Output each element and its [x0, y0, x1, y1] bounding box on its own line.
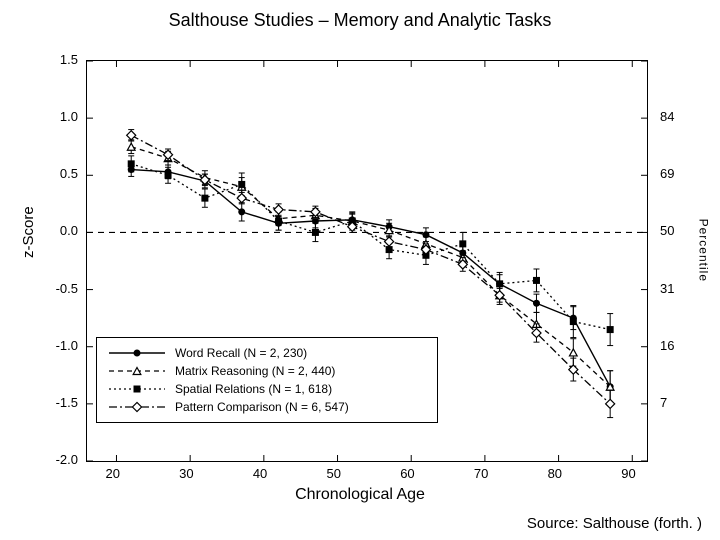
right-tick-label: 16 [660, 338, 674, 353]
y-tick-label: 0.0 [60, 223, 78, 238]
legend-marker-icon [107, 346, 167, 360]
x-tick-label: 70 [474, 466, 488, 481]
right-axis-label: Percentile [696, 219, 710, 282]
legend-label: Matrix Reasoning (N = 2, 440) [175, 364, 335, 378]
x-tick-label: 60 [400, 466, 414, 481]
legend-row-spatial_relations: Spatial Relations (N = 1, 618) [107, 380, 427, 398]
x-tick-label: 90 [621, 466, 635, 481]
right-tick-label: 31 [660, 281, 674, 296]
x-tick-label: 80 [548, 466, 562, 481]
chart-container: { "title": "Salthouse Studies – Memory a… [0, 0, 720, 540]
right-tick-label: 84 [660, 109, 674, 124]
y-tick-label: -1.0 [56, 338, 78, 353]
legend-label: Spatial Relations (N = 1, 618) [175, 382, 332, 396]
x-tick-label: 50 [327, 466, 341, 481]
legend-marker-icon [107, 382, 167, 396]
y-tick-label: -2.0 [56, 452, 78, 467]
y-tick-label: -0.5 [56, 281, 78, 296]
source-label: Source: Salthouse (forth. ) [527, 515, 702, 532]
y-tick-label: 0.5 [60, 166, 78, 181]
y-tick-label: 1.5 [60, 52, 78, 67]
y-tick-label: -1.5 [56, 395, 78, 410]
chart-title: Salthouse Studies – Memory and Analytic … [0, 10, 720, 31]
right-tick-label: 50 [660, 223, 674, 238]
right-tick-label: 69 [660, 166, 674, 181]
right-tick-label: 7 [660, 395, 667, 410]
legend-marker-icon [107, 364, 167, 378]
x-axis-label: Chronological Age [0, 486, 720, 504]
x-tick-label: 30 [179, 466, 193, 481]
legend: Word Recall (N = 2, 230) Matrix Reasoning… [96, 337, 438, 423]
y-tick-label: 1.0 [60, 109, 78, 124]
legend-row-matrix_reasoning: Matrix Reasoning (N = 2, 440) [107, 362, 427, 380]
legend-marker-icon [107, 400, 167, 414]
x-tick-label: 40 [253, 466, 267, 481]
legend-label: Word Recall (N = 2, 230) [175, 346, 307, 360]
legend-label: Pattern Comparison (N = 6, 547) [175, 400, 349, 414]
legend-row-word_recall: Word Recall (N = 2, 230) [107, 344, 427, 362]
y-axis-label: z-Score [20, 206, 37, 258]
x-tick-label: 20 [105, 466, 119, 481]
legend-row-pattern_comparison: Pattern Comparison (N = 6, 547) [107, 398, 427, 416]
